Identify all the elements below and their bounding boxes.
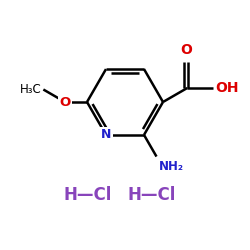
Text: OH: OH [215,81,239,95]
Text: N: N [101,128,111,141]
Text: H₃C: H₃C [20,83,41,96]
Text: O: O [180,43,192,57]
Text: O: O [60,96,71,108]
Text: H—Cl: H—Cl [64,186,112,204]
Text: H—Cl: H—Cl [128,186,176,204]
Text: NH₂: NH₂ [158,160,184,172]
